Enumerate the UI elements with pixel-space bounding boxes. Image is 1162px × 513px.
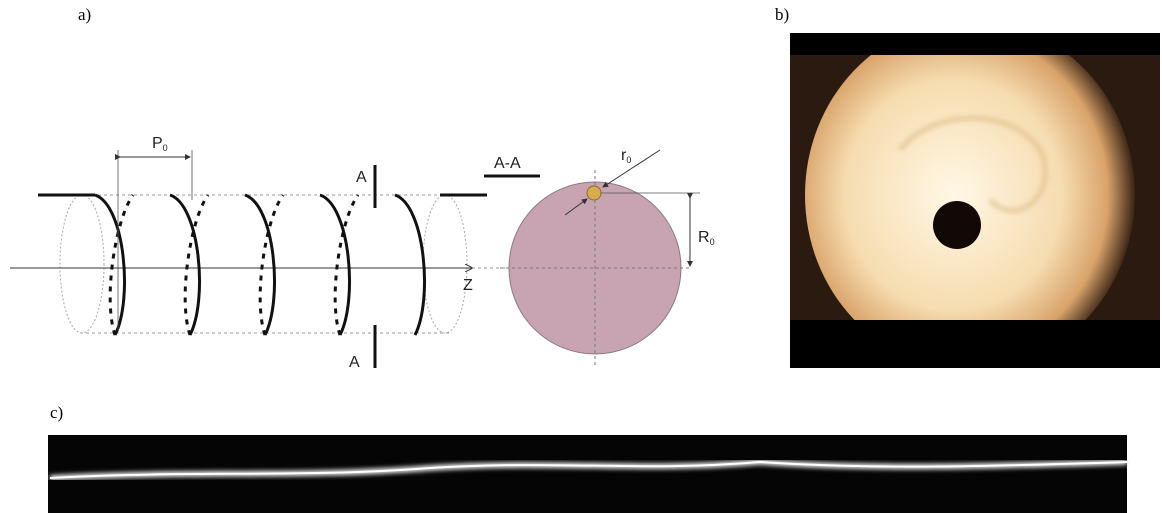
section-mark: A [356,169,367,186]
helix-radius-label: R0 [698,229,715,247]
wire-radius-label: r0 [621,147,631,165]
photo [790,33,1160,368]
helix-front [169,193,201,336]
helix-front [394,193,426,336]
helix-back [183,194,210,336]
pitch-label: P0 [152,135,168,153]
panel-label: b) [775,5,789,24]
panel-label: a) [78,5,91,24]
helix-diagram [10,150,540,368]
section-title: A-A [494,155,521,172]
helix-back [108,194,135,336]
axis-label: Z [463,277,473,294]
section-mark: A [349,354,360,371]
cross-section [500,149,700,368]
helix-front [94,193,126,336]
helix-back [333,194,360,336]
helix-back [258,194,285,336]
helix-front [244,193,276,336]
helix-front [319,193,351,336]
fiber-image [48,435,1128,513]
panel-label: c) [50,403,63,422]
